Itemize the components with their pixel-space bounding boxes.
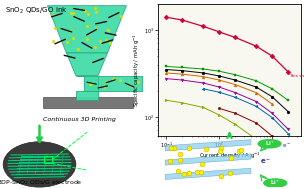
Circle shape [258,140,281,148]
Polygon shape [76,76,98,91]
Polygon shape [47,6,126,53]
Polygon shape [66,53,108,76]
FancyBboxPatch shape [43,97,133,109]
Bar [44,156,52,163]
Polygon shape [165,154,251,165]
Polygon shape [165,140,251,151]
Polygon shape [84,76,142,91]
Polygon shape [165,168,251,180]
Text: SnO$_2$ QDs/GO ink: SnO$_2$ QDs/GO ink [5,6,67,16]
Circle shape [264,179,287,187]
Text: Li$^+$: Li$^+$ [264,139,275,148]
Text: e$^-$: e$^-$ [260,157,271,166]
Polygon shape [76,91,98,100]
Ellipse shape [3,142,76,187]
Text: Continuous 3D Printing: Continuous 3D Printing [43,117,116,122]
X-axis label: Current density / A g$^{-1}$: Current density / A g$^{-1}$ [199,151,261,161]
Text: This work: This work [289,74,304,78]
Y-axis label: Specific capacity / mAh g$^{-1}$: Specific capacity / mAh g$^{-1}$ [132,33,142,107]
Text: e$^-$: e$^-$ [282,142,291,150]
Text: Li$^+$: Li$^+$ [270,179,280,187]
Text: 3DP-SnO$_2$ QDs/G electrode: 3DP-SnO$_2$ QDs/G electrode [0,178,82,187]
